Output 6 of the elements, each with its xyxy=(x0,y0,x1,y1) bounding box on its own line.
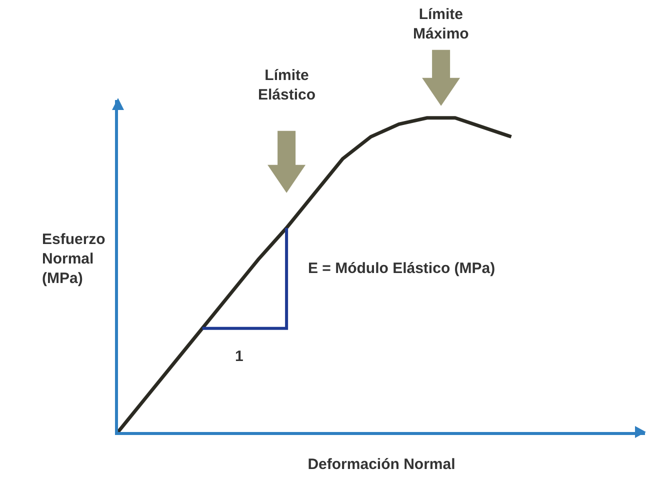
annotation: 1 xyxy=(235,348,244,365)
x-axis-title: Deformación Normal xyxy=(308,456,456,473)
text: Límite Máximo xyxy=(413,6,469,42)
y-axis-title: Esfuerzo Normal (MPa) xyxy=(42,231,106,287)
text: Límite Elástico xyxy=(258,67,316,104)
annotation: E = Módulo Elástico (MPa) xyxy=(308,260,496,277)
